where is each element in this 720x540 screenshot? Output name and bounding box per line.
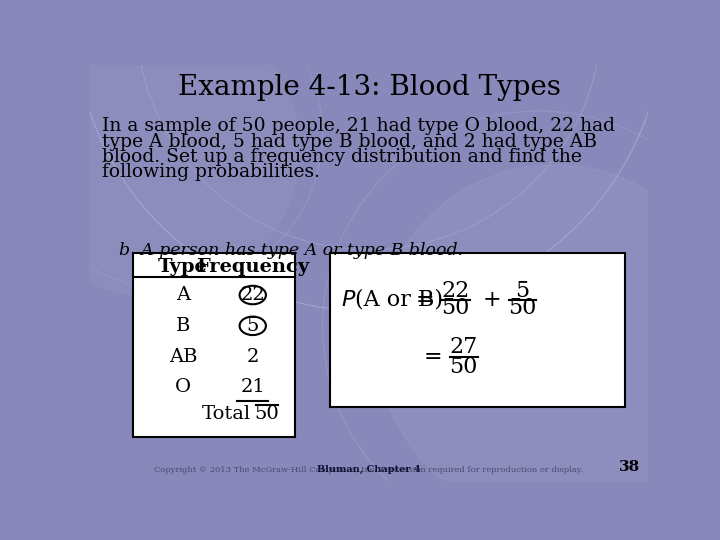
Text: O: O: [175, 379, 191, 396]
Text: type A blood, 5 had type B blood, and 2 had type AB: type A blood, 5 had type B blood, and 2 …: [102, 132, 597, 151]
Text: $P$: $P$: [341, 289, 356, 309]
Text: Bluman, Chapter 4: Bluman, Chapter 4: [318, 465, 420, 475]
Text: Frequency: Frequency: [196, 258, 310, 276]
Text: 21: 21: [240, 379, 265, 396]
Text: 50: 50: [508, 297, 536, 319]
FancyBboxPatch shape: [330, 253, 625, 408]
Text: =: =: [423, 346, 442, 368]
Text: 5: 5: [516, 280, 529, 302]
Text: 22: 22: [441, 280, 470, 302]
FancyBboxPatch shape: [132, 253, 295, 437]
Text: Type: Type: [158, 258, 208, 276]
Circle shape: [5, 3, 300, 296]
Text: b. A person has type A or type B blood.: b. A person has type A or type B blood.: [120, 242, 464, 259]
Text: 38: 38: [619, 461, 640, 475]
Text: AB: AB: [168, 348, 197, 366]
Text: Total: Total: [202, 404, 251, 423]
Text: (A or B): (A or B): [355, 289, 444, 310]
Text: A: A: [176, 286, 190, 304]
Text: +: +: [482, 289, 501, 310]
Text: In a sample of 50 people, 21 had type O blood, 22 had: In a sample of 50 people, 21 had type O …: [102, 117, 615, 135]
Text: following probabilities.: following probabilities.: [102, 164, 320, 181]
Text: B: B: [176, 317, 190, 335]
Text: 5: 5: [246, 317, 259, 335]
Text: =: =: [415, 289, 434, 310]
Text: 50: 50: [254, 404, 279, 423]
Text: Copyright © 2013 The McGraw-Hill Companies, Inc. Permission required for reprodu: Copyright © 2013 The McGraw-Hill Compani…: [155, 467, 583, 475]
Text: 27: 27: [449, 336, 477, 359]
Text: 22: 22: [240, 286, 265, 304]
Text: 50: 50: [449, 356, 478, 379]
Text: 50: 50: [441, 297, 470, 319]
Text: Example 4-13: Blood Types: Example 4-13: Blood Types: [178, 75, 560, 102]
Circle shape: [377, 165, 720, 519]
Text: blood. Set up a frequency distribution and find the: blood. Set up a frequency distribution a…: [102, 148, 582, 166]
Text: 2: 2: [246, 348, 259, 366]
